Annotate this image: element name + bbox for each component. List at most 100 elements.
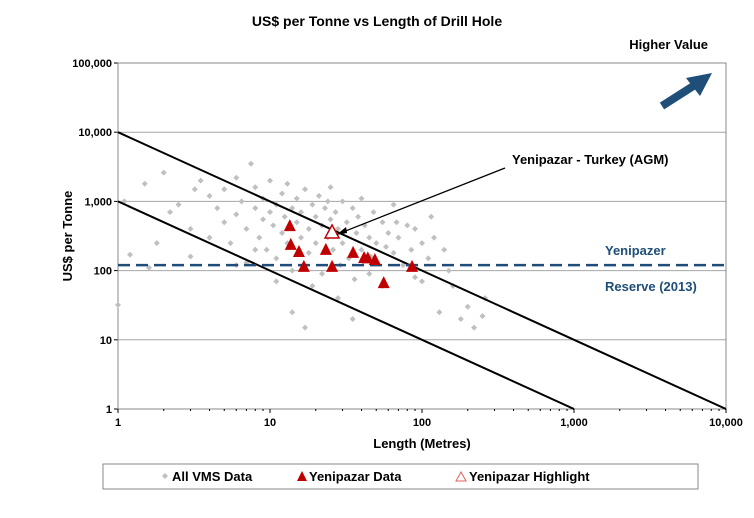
reserve-label-1: Yenipazer bbox=[605, 243, 666, 258]
y-tick-label: 100,000 bbox=[72, 58, 112, 70]
vms-data-point bbox=[339, 240, 346, 247]
vms-data-point bbox=[115, 301, 121, 308]
vms-data-point bbox=[393, 219, 400, 226]
vms-data-point bbox=[428, 213, 435, 220]
yenipazar-data-point bbox=[292, 244, 305, 257]
vms-data-point bbox=[191, 186, 198, 193]
vms-data-point bbox=[351, 276, 358, 283]
x-tick-label: 1,000 bbox=[560, 417, 588, 429]
y-tick-label: 10,000 bbox=[78, 127, 112, 139]
x-axis-label: Length (Metres) bbox=[373, 436, 471, 451]
vms-data-point bbox=[221, 219, 228, 226]
callout-arrow-line bbox=[337, 167, 506, 235]
vms-data-point bbox=[289, 205, 296, 212]
vms-data-point bbox=[349, 315, 356, 322]
vms-data-point bbox=[358, 195, 365, 202]
callout-label: Yenipazar - Turkey (AGM) bbox=[512, 152, 669, 167]
vms-data-point bbox=[339, 198, 346, 205]
vms-data-point bbox=[221, 186, 228, 193]
vms-data-point bbox=[324, 198, 331, 205]
vms-data-point bbox=[373, 240, 380, 247]
yenipazar-data-point bbox=[326, 259, 339, 272]
yenipazar-data-point bbox=[406, 259, 419, 272]
vms-data-point bbox=[284, 180, 291, 187]
vms-data-point bbox=[298, 209, 305, 216]
higher-value-arrow-shaft bbox=[659, 79, 701, 110]
vms-data-point bbox=[243, 225, 250, 232]
vms-data-point bbox=[343, 219, 350, 226]
vms-data-point bbox=[358, 246, 365, 253]
vms-data-point bbox=[385, 229, 392, 236]
vms-data-point bbox=[312, 213, 319, 220]
vms-data-point bbox=[332, 209, 339, 216]
y-tick-label: 1 bbox=[106, 404, 112, 416]
vms-data-point bbox=[334, 225, 341, 232]
yenipazar-data-point bbox=[284, 237, 297, 250]
vms-data-point bbox=[412, 274, 419, 281]
vms-data-point bbox=[419, 240, 425, 247]
vms-data-point bbox=[267, 209, 273, 216]
vms-data-point bbox=[273, 278, 280, 285]
vms-data-point bbox=[279, 229, 286, 236]
vms-data-point bbox=[127, 251, 134, 258]
vms-data-point bbox=[206, 192, 213, 199]
x-tick-label: 10 bbox=[264, 417, 276, 429]
vms-data-point bbox=[441, 246, 448, 253]
yenipazar-highlight-point bbox=[323, 223, 341, 239]
vms-data-point bbox=[305, 225, 312, 232]
vms-data-point bbox=[141, 180, 148, 187]
reserve-label-2: Reserve (2013) bbox=[605, 279, 697, 294]
chart-title: US$ per Tonne vs Length of Drill Hole bbox=[252, 13, 502, 29]
vms-data-point bbox=[445, 267, 452, 274]
vms-data-point bbox=[238, 198, 245, 205]
y-tick-label: 1,000 bbox=[84, 196, 112, 208]
vms-data-point bbox=[214, 205, 221, 212]
vms-data-point bbox=[289, 309, 296, 316]
vms-data-point bbox=[327, 184, 334, 191]
vms-data-point bbox=[379, 219, 386, 226]
legend-label-highlight: Yenipazar Highlight bbox=[469, 469, 590, 484]
vms-data-point bbox=[279, 190, 286, 197]
vms-data-point bbox=[233, 211, 240, 218]
callout-arrowhead-icon bbox=[336, 226, 348, 235]
vms-data-point bbox=[153, 240, 160, 247]
yenipazar-data-point bbox=[361, 251, 374, 264]
yenipazar-data-point bbox=[283, 219, 296, 232]
legend-triangle-icon bbox=[297, 471, 307, 481]
vms-data-point bbox=[233, 174, 240, 181]
yenipazar-data-point bbox=[377, 276, 390, 289]
upper-diagonal bbox=[117, 131, 727, 410]
vms-data-point bbox=[330, 246, 337, 253]
legend-label-yenipazar: Yenipazar Data bbox=[309, 469, 402, 484]
vms-data-point bbox=[293, 195, 300, 202]
vms-data-point bbox=[315, 192, 322, 199]
legend-diamond-icon bbox=[162, 473, 168, 479]
vms-data-point bbox=[289, 267, 296, 274]
yenipazar-data-point bbox=[297, 259, 310, 272]
y-tick-label: 100 bbox=[94, 266, 112, 278]
vms-data-point bbox=[366, 270, 373, 277]
vms-data-point bbox=[349, 205, 356, 212]
vms-data-point bbox=[160, 169, 167, 176]
vms-data-point bbox=[298, 234, 305, 241]
vms-data-point bbox=[187, 225, 194, 232]
legend-open-triangle-icon bbox=[455, 470, 467, 482]
vms-data-point bbox=[390, 201, 397, 208]
y-tick-label: 10 bbox=[100, 335, 112, 347]
y-axis-label: US$ per Tonne bbox=[60, 191, 75, 282]
vms-data-point bbox=[309, 282, 316, 289]
vms-data-point bbox=[395, 234, 402, 241]
vms-data-point bbox=[334, 295, 341, 302]
vms-data-point bbox=[464, 303, 471, 310]
vms-data-point bbox=[366, 234, 373, 241]
vms-data-point bbox=[263, 246, 270, 253]
vms-data-point bbox=[479, 313, 486, 320]
vms-data-point bbox=[175, 201, 182, 208]
x-tick-label: 1 bbox=[115, 417, 121, 429]
vms-data-point bbox=[281, 213, 288, 220]
vms-data-point bbox=[309, 201, 316, 208]
vms-data-point bbox=[321, 205, 328, 212]
higher-value-label: Higher Value bbox=[629, 37, 708, 52]
vms-data-point bbox=[256, 234, 263, 241]
